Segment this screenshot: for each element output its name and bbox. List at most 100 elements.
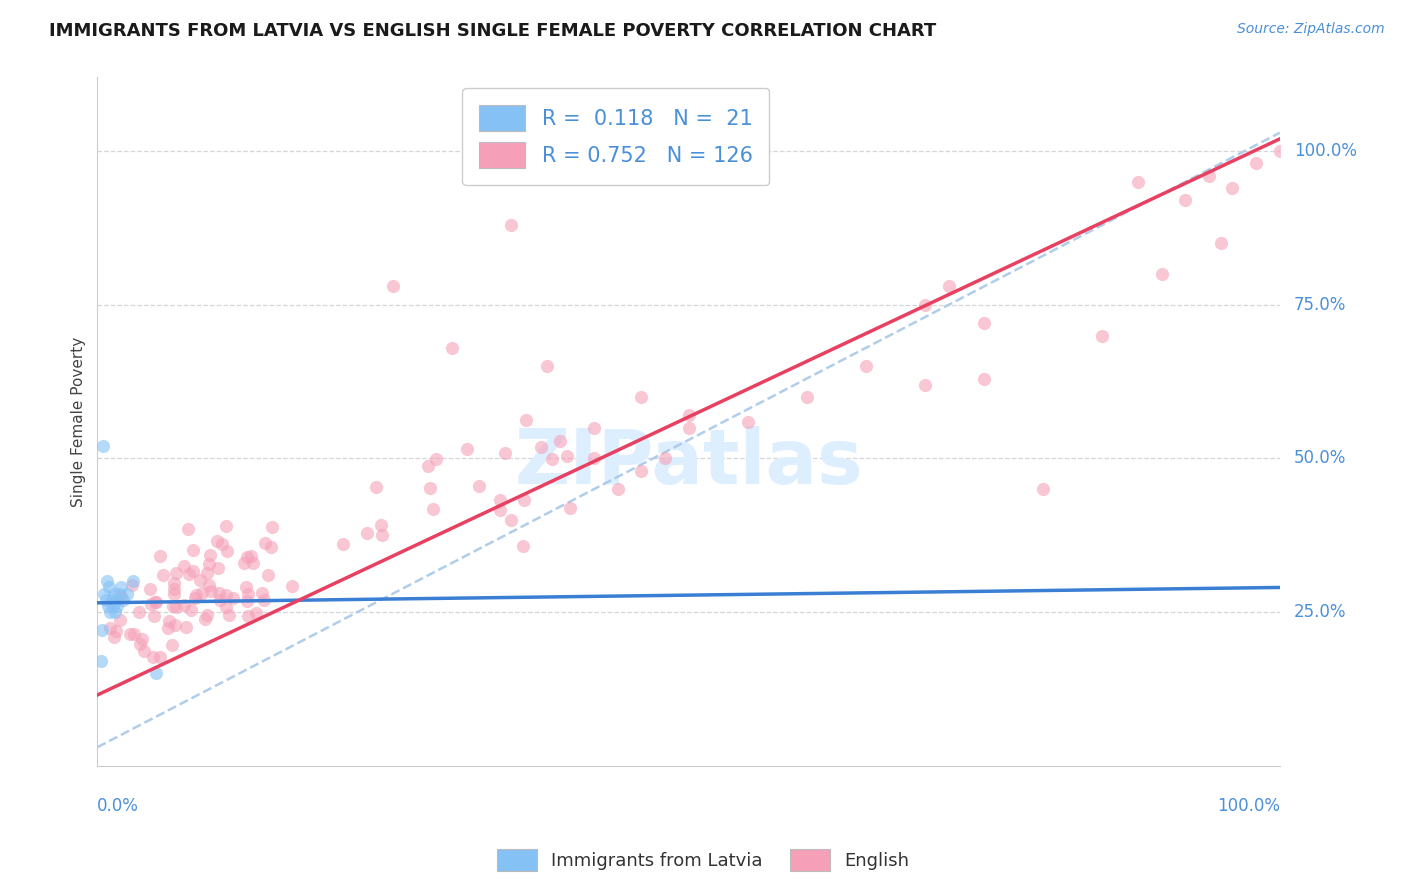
Text: ZIPatlas: ZIPatlas xyxy=(515,425,863,500)
Point xyxy=(128,605,150,619)
Legend: Immigrants from Latvia, English: Immigrants from Latvia, English xyxy=(489,842,917,879)
Point xyxy=(540,451,562,466)
Point xyxy=(1209,236,1232,251)
Point xyxy=(418,458,440,473)
Point xyxy=(198,577,221,591)
Point xyxy=(177,566,200,581)
Point xyxy=(149,649,172,664)
Point xyxy=(103,586,125,600)
Point xyxy=(973,371,995,385)
Point xyxy=(131,632,153,646)
Point xyxy=(253,536,276,550)
Point xyxy=(145,595,167,609)
Point xyxy=(176,522,198,536)
Point xyxy=(98,581,121,595)
Point xyxy=(262,520,284,534)
Point xyxy=(100,592,122,607)
Point xyxy=(582,420,605,434)
Point xyxy=(91,439,114,453)
Point xyxy=(515,413,537,427)
Point xyxy=(198,557,221,571)
Point xyxy=(468,479,491,493)
Point xyxy=(370,518,392,533)
Point xyxy=(654,451,676,466)
Point xyxy=(260,540,283,554)
Point xyxy=(356,526,378,541)
Point xyxy=(122,627,145,641)
Point xyxy=(1126,175,1149,189)
Text: 100.0%: 100.0% xyxy=(1216,797,1279,814)
Point xyxy=(165,566,187,580)
Point xyxy=(194,612,217,626)
Point xyxy=(332,537,354,551)
Point xyxy=(218,608,240,623)
Point xyxy=(238,587,260,601)
Point xyxy=(245,606,267,620)
Point xyxy=(157,621,180,635)
Point xyxy=(250,586,273,600)
Point xyxy=(914,298,936,312)
Point xyxy=(489,492,512,507)
Point xyxy=(366,480,388,494)
Point xyxy=(120,626,142,640)
Point xyxy=(1150,267,1173,281)
Point xyxy=(188,573,211,587)
Point xyxy=(98,605,121,619)
Point xyxy=(207,561,229,575)
Point xyxy=(582,451,605,466)
Point xyxy=(555,449,578,463)
Point xyxy=(606,482,628,496)
Text: 25.0%: 25.0% xyxy=(1294,603,1347,621)
Point xyxy=(233,556,256,570)
Point xyxy=(214,599,236,614)
Text: 50.0%: 50.0% xyxy=(1294,450,1347,467)
Point xyxy=(181,564,204,578)
Point xyxy=(240,549,263,563)
Point xyxy=(191,586,214,600)
Point xyxy=(105,592,128,607)
Point xyxy=(737,415,759,429)
Point xyxy=(94,592,117,607)
Point xyxy=(101,599,124,613)
Point xyxy=(501,513,523,527)
Point xyxy=(1032,482,1054,496)
Point xyxy=(173,558,195,573)
Text: IMMIGRANTS FROM LATVIA VS ENGLISH SINGLE FEMALE POVERTY CORRELATION CHART: IMMIGRANTS FROM LATVIA VS ENGLISH SINGLE… xyxy=(49,22,936,40)
Point xyxy=(1174,194,1197,208)
Point xyxy=(630,390,652,404)
Point xyxy=(163,575,186,590)
Y-axis label: Single Female Poverty: Single Female Poverty xyxy=(72,336,86,507)
Point xyxy=(98,621,121,635)
Point xyxy=(1222,181,1244,195)
Point xyxy=(215,518,238,533)
Legend: R =  0.118   N =  21, R = 0.752   N = 126: R = 0.118 N = 21, R = 0.752 N = 126 xyxy=(463,87,769,186)
Point xyxy=(1244,156,1267,170)
Point xyxy=(184,591,207,605)
Point xyxy=(211,537,233,551)
Point xyxy=(257,568,280,582)
Text: 75.0%: 75.0% xyxy=(1294,296,1347,314)
Point xyxy=(796,390,818,404)
Point xyxy=(104,624,127,638)
Text: 0.0%: 0.0% xyxy=(97,797,139,814)
Point xyxy=(536,359,558,374)
Point xyxy=(513,493,536,508)
Point xyxy=(973,316,995,330)
Point xyxy=(96,574,118,589)
Point xyxy=(242,556,264,570)
Point xyxy=(104,605,127,619)
Point xyxy=(93,586,115,600)
Point xyxy=(425,451,447,466)
Point xyxy=(128,637,150,651)
Point xyxy=(195,566,218,580)
Point xyxy=(938,279,960,293)
Point xyxy=(253,593,276,607)
Point xyxy=(110,589,132,603)
Point xyxy=(371,528,394,542)
Point xyxy=(121,574,143,589)
Point xyxy=(163,587,186,601)
Point xyxy=(236,609,259,624)
Point xyxy=(107,599,129,613)
Point xyxy=(166,600,188,615)
Point xyxy=(494,446,516,460)
